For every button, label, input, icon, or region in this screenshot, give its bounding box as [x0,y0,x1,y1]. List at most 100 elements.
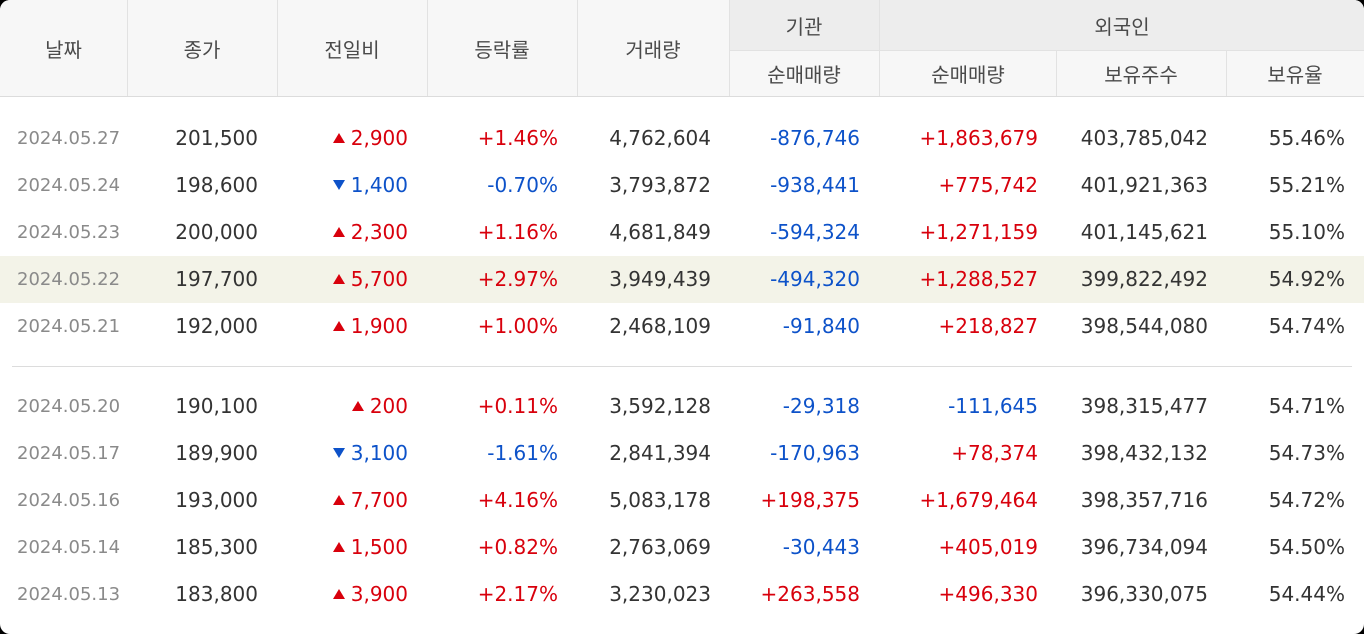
cell-change: 3,900 [277,571,408,618]
cell-change: 2,900 [277,115,408,162]
header-divider [1226,51,1227,96]
table-row[interactable]: 2024.05.20 190,100 200 +0.11% 3,592,128 -29,3… [0,383,1364,430]
cell-ratio: 54.71% [1268,394,1345,418]
cell-inst: +263,558 [760,582,860,606]
table-row[interactable]: 2024.05.22 197,700 5,700 +2.97% 3,949,439 -49… [0,256,1364,303]
triangle-up-icon [332,320,345,331]
table-header: 날짜 종가 전일비 등락률 거래량 기관 순매매량 외국인 순매매량 보유주수 … [0,0,1364,97]
cell-ratio: 54.92% [1268,267,1345,291]
change-value: 3,900 [350,582,408,606]
cell-hold: 403,785,042 [1080,126,1208,150]
table-row[interactable]: 2024.05.23 200,000 2,300 +1.16% 4,681,849 -59… [0,209,1364,256]
cell-close: 193,000 [175,488,258,512]
cell-inst: -876,746 [770,126,860,150]
cell-hold: 398,432,132 [1080,441,1208,465]
cell-volume: 3,793,872 [609,173,711,197]
cell-ratio: 54.50% [1268,535,1345,559]
cell-close: 190,100 [175,394,258,418]
cell-rate: +1.16% [477,220,558,244]
cell-close: 200,000 [175,220,258,244]
change-value: 200 [369,394,408,418]
header-divider [427,0,428,96]
cell-foreign: +775,742 [938,173,1038,197]
table-row[interactable]: 2024.05.21 192,000 1,900 +1.00% 2,468,109 -91… [0,303,1364,350]
group-institution-header: 기관 [729,0,879,50]
cell-foreign: +1,863,679 [919,126,1038,150]
change-value: 5,700 [350,267,408,291]
cell-close: 192,000 [175,314,258,338]
cell-ratio: 55.46% [1268,126,1345,150]
triangle-up-icon [332,494,345,505]
cell-inst: -938,441 [770,173,860,197]
cell-change: 7,700 [277,477,408,524]
header-divider [577,0,578,96]
cell-volume: 2,468,109 [609,314,711,338]
triangle-up-icon [332,226,345,237]
cell-ratio: 54.72% [1268,488,1345,512]
header-divider [1056,51,1057,96]
cell-date: 2024.05.27 [17,128,121,149]
cell-hold: 399,822,492 [1080,267,1208,291]
cell-hold: 398,544,080 [1080,314,1208,338]
header-divider [729,50,1364,51]
cell-foreign: -111,645 [948,394,1038,418]
header-divider [879,0,880,96]
cell-rate: +1.00% [477,314,558,338]
table-row[interactable]: 2024.05.14 185,300 1,500 +0.82% 2,763,069 -30… [0,524,1364,571]
cell-volume: 3,230,023 [609,582,711,606]
cell-foreign: +78,374 [951,441,1038,465]
cell-volume: 2,763,069 [609,535,711,559]
change-value: 1,500 [350,535,408,559]
triangle-down-icon [332,447,345,458]
cell-inst: -170,963 [770,441,860,465]
table-row[interactable]: 2024.05.13 183,800 3,900 +2.17% 3,230,023 +26… [0,571,1364,618]
cell-volume: 3,592,128 [609,394,711,418]
header-divider [127,0,128,96]
cell-rate: +0.82% [477,535,558,559]
table-row[interactable]: 2024.05.16 193,000 7,700 +4.16% 5,083,178 +19… [0,477,1364,524]
cell-date: 2024.05.13 [17,584,121,605]
cell-foreign: +218,827 [938,314,1038,338]
cell-foreign: +1,271,159 [919,220,1038,244]
table-row[interactable]: 2024.05.24 198,600 1,400 -0.70% 3,793,872 -93… [0,162,1364,209]
col-close-header: 종가 [183,37,221,62]
cell-rate: +0.11% [477,394,558,418]
cell-ratio: 55.10% [1268,220,1345,244]
cell-change: 3,100 [277,430,408,477]
change-value: 3,100 [350,441,408,465]
change-value: 1,900 [350,314,408,338]
cell-date: 2024.05.24 [17,175,121,196]
triangle-up-icon [332,273,345,284]
table-row[interactable]: 2024.05.17 189,900 3,100 -1.61% 2,841,394 -17… [0,430,1364,477]
cell-change: 200 [277,383,408,430]
cell-volume: 5,083,178 [609,488,711,512]
change-value: 7,700 [350,488,408,512]
cell-foreign: +405,019 [938,535,1038,559]
cell-foreign: +1,288,527 [919,267,1038,291]
cell-inst: -91,840 [782,314,860,338]
cell-ratio: 54.44% [1268,582,1345,606]
triangle-up-icon [351,400,364,411]
cell-inst: -29,318 [782,394,860,418]
group-foreign-header: 외국인 [880,0,1364,50]
table-row[interactable]: 2024.05.27 201,500 2,900 +1.46% 4,762,604 -87… [0,115,1364,162]
cell-date: 2024.05.16 [17,490,121,511]
cell-foreign: +496,330 [938,582,1038,606]
cell-date: 2024.05.22 [17,269,121,290]
triangle-up-icon [332,541,345,552]
cell-close: 185,300 [175,535,258,559]
col-change-header: 전일비 [324,37,380,62]
cell-rate: +2.17% [477,582,558,606]
cell-close: 201,500 [175,126,258,150]
cell-change: 1,500 [277,524,408,571]
cell-inst: +198,375 [760,488,860,512]
col-foreign-net-header: 순매매량 [931,63,1005,87]
cell-volume: 4,681,849 [609,220,711,244]
col-foreign-hold-header: 보유주수 [1104,63,1178,87]
cell-date: 2024.05.23 [17,222,121,243]
cell-change: 1,400 [277,162,408,209]
cell-close: 197,700 [175,267,258,291]
cell-date: 2024.05.21 [17,316,121,337]
cell-hold: 401,921,363 [1080,173,1208,197]
